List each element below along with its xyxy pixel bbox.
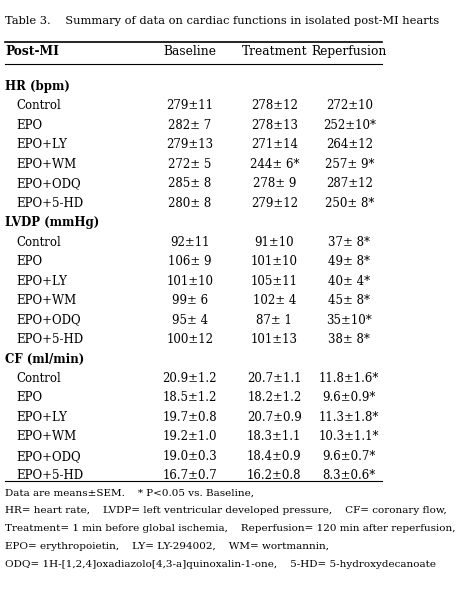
Text: 18.4±0.9: 18.4±0.9 (247, 450, 301, 463)
Text: 257± 9*: 257± 9* (325, 158, 374, 171)
Text: 101±13: 101±13 (251, 333, 298, 346)
Text: EPO: EPO (17, 255, 43, 268)
Text: Treatment: Treatment (241, 45, 307, 58)
Text: EPO= erythropoietin,    LY= LY-294002,    WM= wortmannin,: EPO= erythropoietin, LY= LY-294002, WM= … (5, 542, 329, 551)
Text: 87± 1: 87± 1 (256, 314, 292, 326)
Text: 100±12: 100±12 (166, 333, 213, 346)
Text: 10.3±1.1*: 10.3±1.1* (319, 430, 380, 444)
Text: 106± 9: 106± 9 (168, 255, 211, 268)
Text: 105±11: 105±11 (251, 275, 298, 288)
Text: 18.5±1.2: 18.5±1.2 (163, 391, 217, 405)
Text: Control: Control (17, 99, 62, 113)
Text: 20.9±1.2: 20.9±1.2 (163, 372, 217, 385)
Text: Table 3.    Summary of data on cardiac functions in isolated post-MI hearts: Table 3. Summary of data on cardiac func… (5, 16, 439, 26)
Text: 101±10: 101±10 (251, 255, 298, 268)
Text: 38± 8*: 38± 8* (328, 333, 370, 346)
Text: 264±12: 264±12 (326, 138, 373, 151)
Text: 18.3±1.1: 18.3±1.1 (247, 430, 301, 444)
Text: 11.3±1.8*: 11.3±1.8* (319, 411, 380, 424)
Text: EPO+ODQ: EPO+ODQ (17, 314, 82, 326)
Text: 20.7±0.9: 20.7±0.9 (247, 411, 301, 424)
Text: 20.7±1.1: 20.7±1.1 (247, 372, 301, 385)
Text: 244± 6*: 244± 6* (250, 158, 299, 171)
Text: 37± 8*: 37± 8* (328, 236, 370, 249)
Text: 18.2±1.2: 18.2±1.2 (247, 391, 301, 405)
Text: EPO+LY: EPO+LY (17, 138, 68, 151)
Text: 49± 8*: 49± 8* (328, 255, 370, 268)
Text: EPO+WM: EPO+WM (17, 158, 77, 171)
Text: Baseline: Baseline (163, 45, 216, 58)
Text: EPO: EPO (17, 119, 43, 132)
Text: EPO+WM: EPO+WM (17, 294, 77, 307)
Text: Control: Control (17, 236, 62, 249)
Text: 9.6±0.7*: 9.6±0.7* (323, 450, 376, 463)
Text: Control: Control (17, 372, 62, 385)
Text: EPO+5-HD: EPO+5-HD (17, 470, 84, 482)
Text: 99± 6: 99± 6 (172, 294, 208, 307)
Text: Treatment= 1 min before global ischemia,    Reperfusion= 120 min after reperfusi: Treatment= 1 min before global ischemia,… (5, 524, 456, 533)
Text: 92±11: 92±11 (170, 236, 210, 249)
Text: 16.7±0.7: 16.7±0.7 (163, 470, 217, 482)
Text: 282± 7: 282± 7 (168, 119, 211, 132)
Text: 285± 8: 285± 8 (168, 177, 211, 190)
Text: EPO+ODQ: EPO+ODQ (17, 450, 82, 463)
Text: HR (bpm): HR (bpm) (5, 80, 70, 93)
Text: 278±12: 278±12 (251, 99, 298, 113)
Text: 278±13: 278±13 (251, 119, 298, 132)
Text: 271±14: 271±14 (251, 138, 298, 151)
Text: 19.0±0.3: 19.0±0.3 (163, 450, 217, 463)
Text: 19.2±1.0: 19.2±1.0 (163, 430, 217, 444)
Text: EPO+5-HD: EPO+5-HD (17, 197, 84, 209)
Text: 16.2±0.8: 16.2±0.8 (247, 470, 301, 482)
Text: EPO+5-HD: EPO+5-HD (17, 333, 84, 346)
Text: 9.6±0.9*: 9.6±0.9* (323, 391, 376, 405)
Text: 252±10*: 252±10* (323, 119, 376, 132)
Text: 19.7±0.8: 19.7±0.8 (163, 411, 217, 424)
Text: 250± 8*: 250± 8* (325, 197, 374, 209)
Text: 40± 4*: 40± 4* (328, 275, 370, 288)
Text: CF (ml/min): CF (ml/min) (5, 353, 84, 365)
Text: 95± 4: 95± 4 (172, 314, 208, 326)
Text: 91±10: 91±10 (255, 236, 294, 249)
Text: 102± 4: 102± 4 (253, 294, 296, 307)
Text: EPO: EPO (17, 391, 43, 405)
Text: 280± 8: 280± 8 (168, 197, 211, 209)
Text: LVDP (mmHg): LVDP (mmHg) (5, 216, 100, 229)
Text: 35±10*: 35±10* (327, 314, 372, 326)
Text: 279±12: 279±12 (251, 197, 298, 209)
Text: Data are means±SEM.    * P<0.05 vs. Baseline,: Data are means±SEM. * P<0.05 vs. Baselin… (5, 488, 254, 497)
Text: Post-MI: Post-MI (5, 45, 59, 58)
Text: 287±12: 287±12 (326, 177, 373, 190)
Text: Reperfusion: Reperfusion (311, 45, 387, 58)
Text: ODQ= 1H-[1,2,4]oxadiazolo[4,3-a]quinoxalin-1-one,    5-HD= 5-hydroxydecanoate: ODQ= 1H-[1,2,4]oxadiazolo[4,3-a]quinoxal… (5, 560, 436, 569)
Text: 45± 8*: 45± 8* (328, 294, 370, 307)
Text: EPO+LY: EPO+LY (17, 411, 68, 424)
Text: EPO+ODQ: EPO+ODQ (17, 177, 82, 190)
Text: 11.8±1.6*: 11.8±1.6* (319, 372, 380, 385)
Text: 279±11: 279±11 (166, 99, 213, 113)
Text: 272± 5: 272± 5 (168, 158, 211, 171)
Text: EPO+WM: EPO+WM (17, 430, 77, 444)
Text: 279±13: 279±13 (166, 138, 213, 151)
Text: EPO+LY: EPO+LY (17, 275, 68, 288)
Text: 278± 9: 278± 9 (253, 177, 296, 190)
Text: HR= heart rate,    LVDP= left ventricular developed pressure,    CF= coronary fl: HR= heart rate, LVDP= left ventricular d… (5, 506, 447, 515)
Text: 101±10: 101±10 (166, 275, 213, 288)
Text: 272±10: 272±10 (326, 99, 373, 113)
Text: 8.3±0.6*: 8.3±0.6* (323, 470, 376, 482)
